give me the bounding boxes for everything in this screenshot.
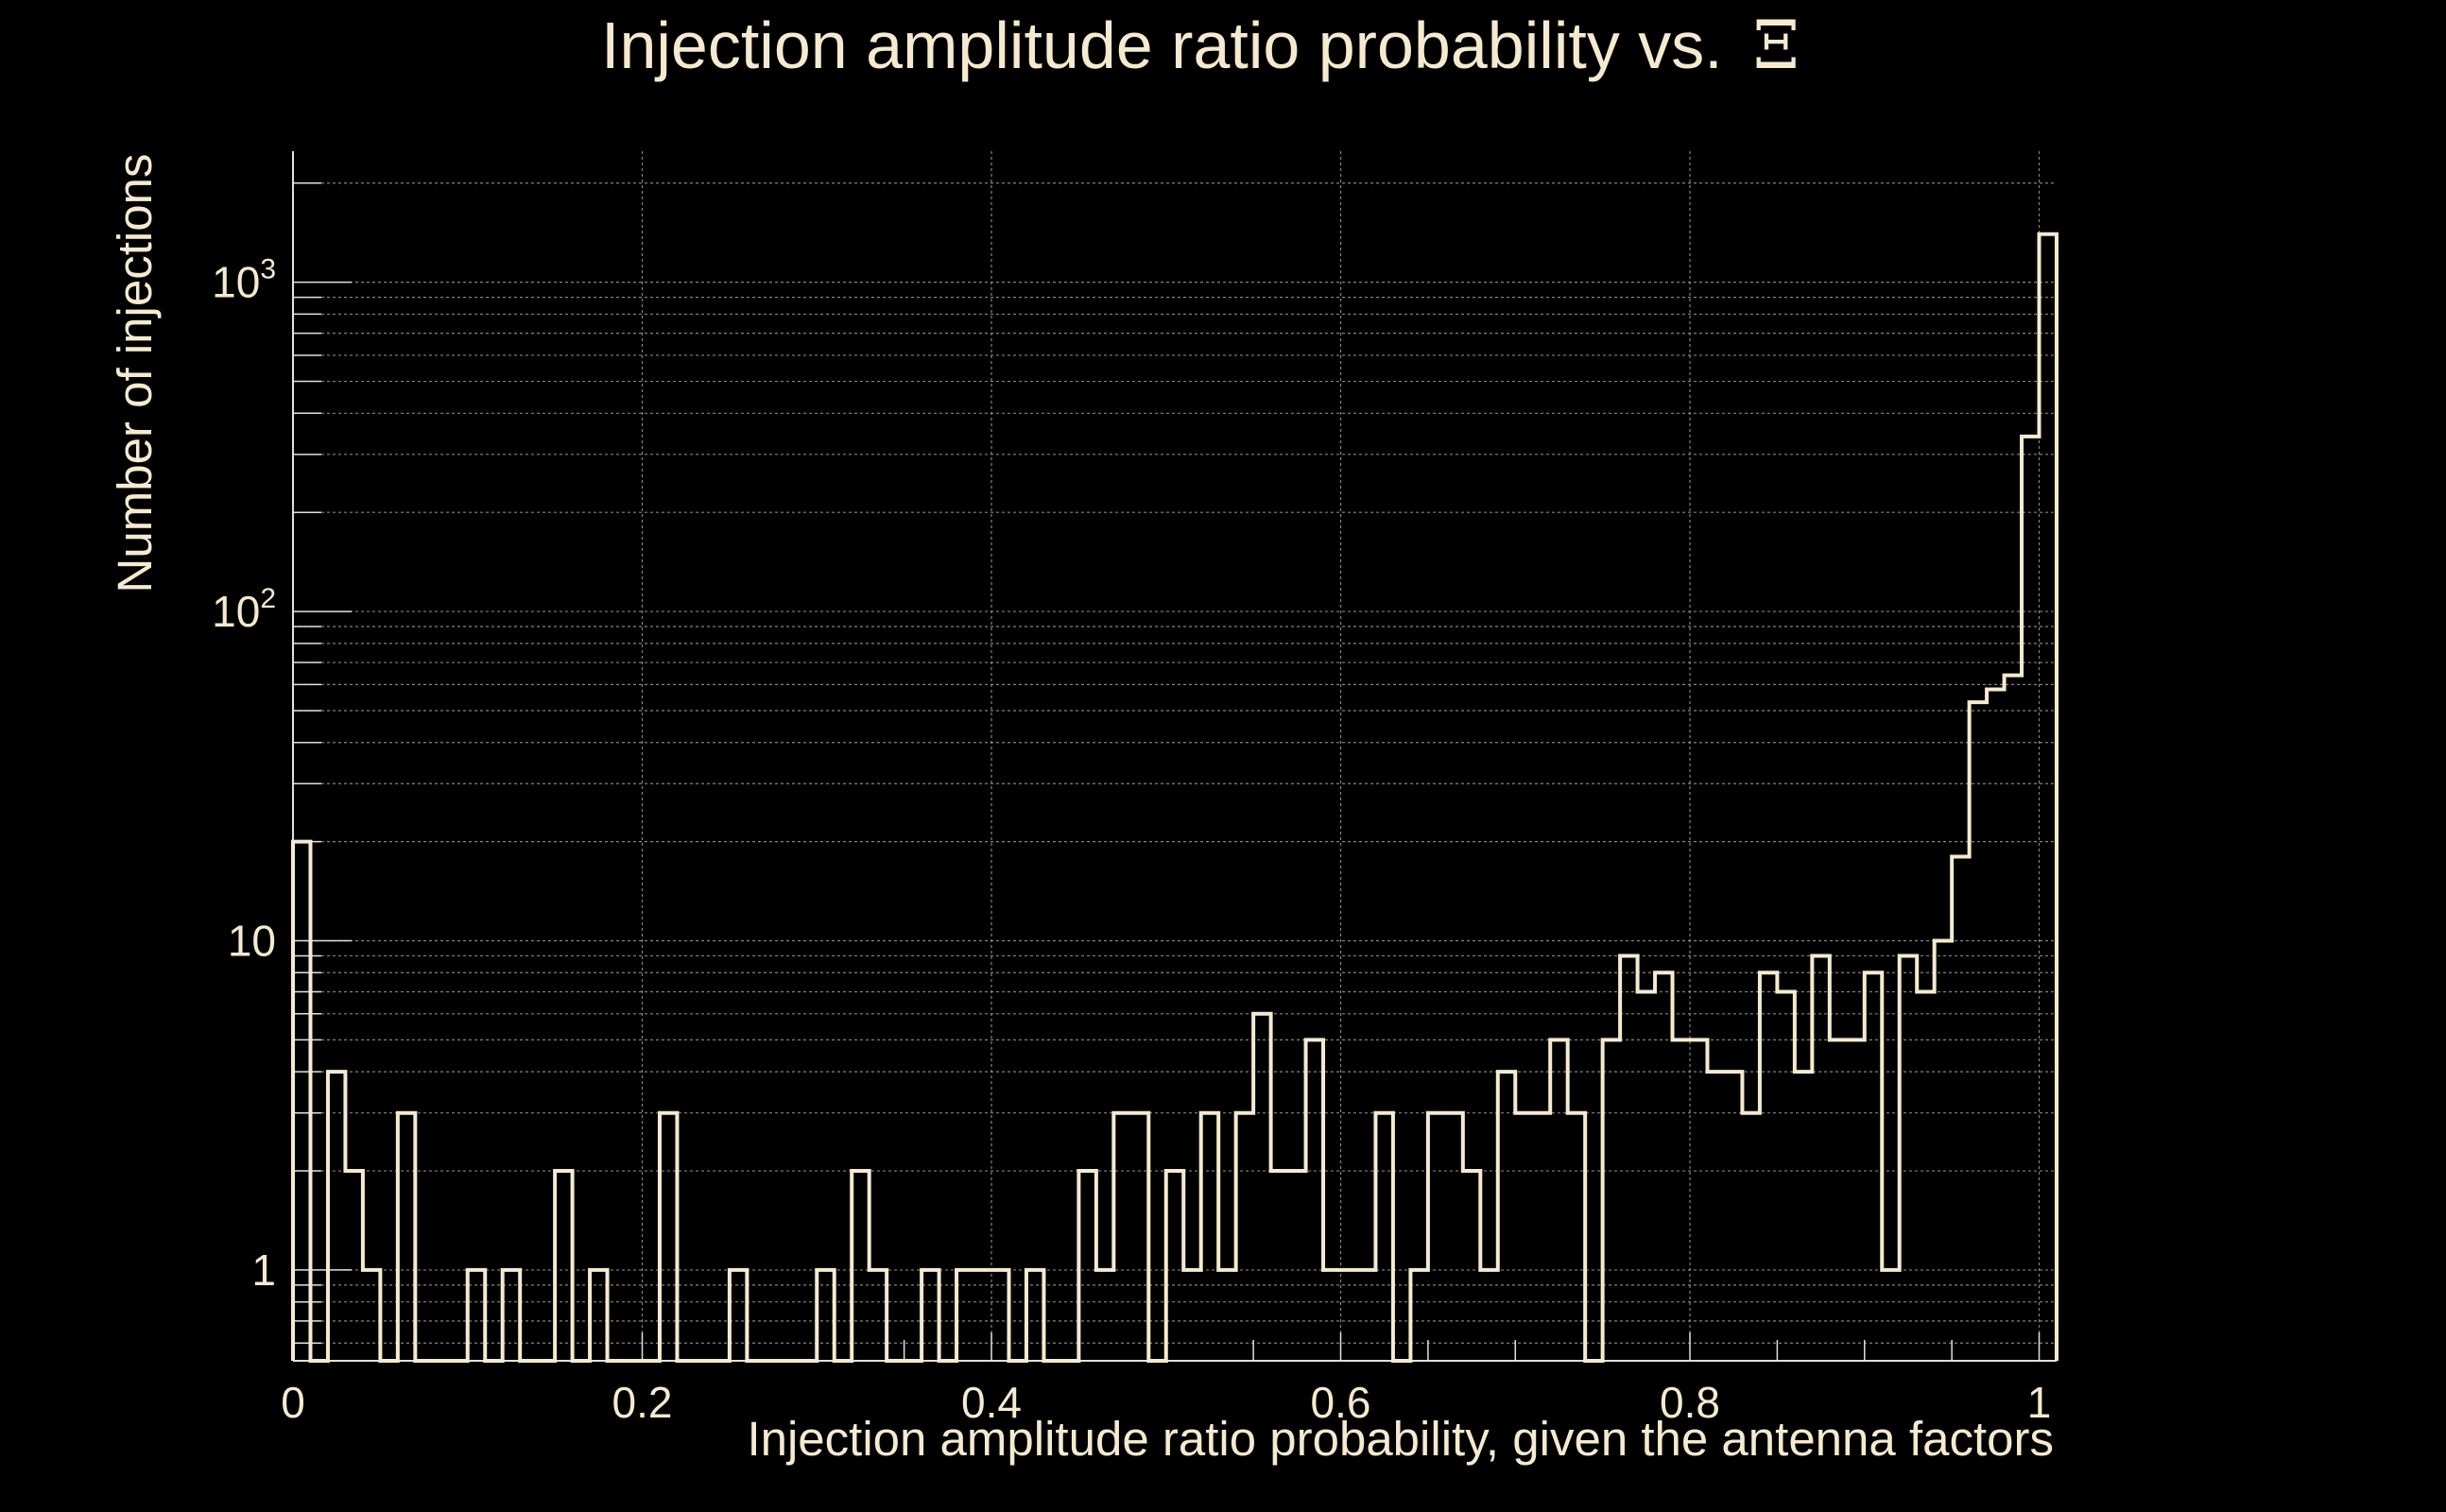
x-axis-label: Injection amplitude ratio probability, g… <box>747 1412 2054 1466</box>
x-tick-label: 0 <box>281 1378 305 1427</box>
x-tick-label: 0.6 <box>1311 1378 1371 1427</box>
y-tick-base: 1 <box>251 1246 276 1295</box>
y-tick-base: 10 <box>212 587 260 636</box>
x-tick-label: 1 <box>2027 1378 2052 1427</box>
y-tick-base: 10 <box>228 917 276 966</box>
chart-title-symbol: Ξ <box>1753 7 1800 84</box>
y-tick-base: 10 <box>212 258 260 307</box>
x-tick-labels: 0 0.2 0.4 0.6 0.8 1 <box>281 1378 2051 1427</box>
y-tick-label: 1 <box>251 1246 276 1295</box>
y-axis-label: Number of injections <box>108 154 162 593</box>
x-tick-label: 0.8 <box>1660 1378 1720 1427</box>
x-tick-label: 0.2 <box>612 1378 673 1427</box>
y-tick-exponent: 2 <box>260 583 276 614</box>
histogram-step-line <box>291 232 2058 1363</box>
chart-title: Injection amplitude ratio probability vs… <box>601 7 1800 84</box>
y-tick-exponent: 3 <box>260 254 276 285</box>
y-tick-label: 103 <box>212 254 276 307</box>
y-tick-label: 102 <box>212 583 276 636</box>
y-tick-label: 10 <box>228 917 276 966</box>
chart-title-text: Injection amplitude ratio probability vs… <box>601 9 1723 82</box>
x-tick-label: 0.4 <box>961 1378 1022 1427</box>
